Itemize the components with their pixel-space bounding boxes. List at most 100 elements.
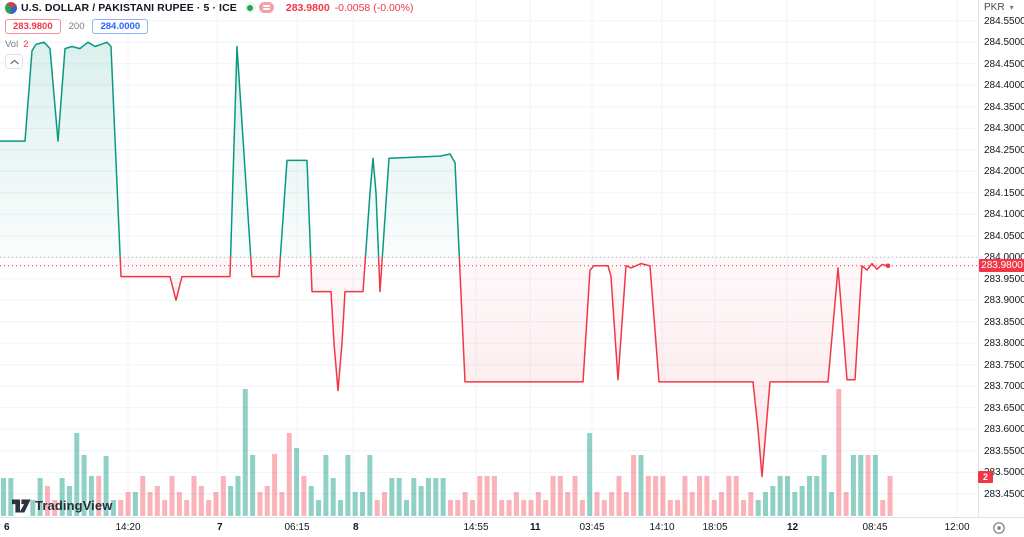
volume-bar bbox=[308, 486, 314, 516]
volume-bar bbox=[345, 455, 351, 516]
tradingview-watermark[interactable]: TradingView bbox=[12, 498, 112, 513]
volume-bar bbox=[132, 492, 138, 516]
price-tick-label: 283.9000 bbox=[984, 295, 1024, 307]
volume-bar bbox=[667, 500, 673, 516]
last-price-axis-label: 283.9800 bbox=[979, 259, 1024, 273]
price-tick-label: 284.4000 bbox=[984, 80, 1024, 92]
volume-bar bbox=[623, 492, 629, 516]
legend-collapse-button[interactable] bbox=[5, 54, 23, 69]
volume-bar bbox=[609, 492, 615, 516]
volume-bar bbox=[279, 492, 285, 516]
time-tick-label: 11 bbox=[530, 522, 541, 533]
volume-bar bbox=[594, 492, 600, 516]
volume-bar bbox=[440, 478, 446, 516]
volume-bar bbox=[433, 478, 439, 516]
time-tick-label: 8 bbox=[353, 522, 359, 533]
price-tick-label: 284.5500 bbox=[984, 15, 1024, 27]
price-tick-label: 284.4500 bbox=[984, 58, 1024, 70]
volume-bar bbox=[338, 500, 344, 516]
currency-selector[interactable]: PKR ▾ bbox=[984, 2, 1014, 13]
volume-bar bbox=[484, 476, 490, 516]
volume-bar bbox=[257, 492, 263, 516]
legend-change-pct: (-0.00%) bbox=[373, 1, 414, 14]
volume-bar bbox=[858, 455, 864, 516]
volume-indicator-label[interactable]: Vol bbox=[5, 38, 19, 50]
volume-bar bbox=[763, 492, 769, 516]
volume-bar bbox=[59, 478, 65, 516]
volume-bar bbox=[403, 500, 409, 516]
volume-bar bbox=[250, 455, 256, 516]
price-tick-label: 283.9500 bbox=[984, 273, 1024, 285]
volume-bar bbox=[96, 476, 102, 516]
volume-bar bbox=[572, 476, 578, 516]
delayed-data-icon[interactable] bbox=[258, 2, 274, 13]
volume-bar bbox=[206, 500, 212, 516]
volume-bar bbox=[360, 492, 366, 516]
volume-bar bbox=[330, 478, 336, 516]
volume-bar bbox=[528, 500, 534, 516]
volume-bar bbox=[176, 492, 182, 516]
time-tick-label: 12 bbox=[787, 522, 799, 533]
time-tick-label: 06:15 bbox=[284, 522, 310, 533]
volume-bar bbox=[191, 476, 197, 516]
price-axis[interactable]: PKR ▾ 284.5500 284.5000 284.4500 284.4000 28… bbox=[978, 0, 1024, 517]
baseline-value-box: 284.0000 bbox=[92, 18, 149, 34]
volume-bar bbox=[140, 476, 146, 516]
last-price-marker bbox=[885, 263, 891, 269]
volume-indicator-value: 2 bbox=[23, 38, 29, 50]
price-tick-label: 283.6000 bbox=[984, 424, 1024, 436]
volume-bar bbox=[755, 500, 761, 516]
price-tick-label: 283.6500 bbox=[984, 402, 1024, 414]
volume-bar bbox=[499, 500, 505, 516]
volume-bar bbox=[169, 476, 175, 516]
volume-bar bbox=[704, 476, 710, 516]
volume-bar bbox=[162, 500, 168, 516]
price-tick-label: 283.4500 bbox=[984, 488, 1024, 500]
volume-bar bbox=[30, 500, 36, 516]
volume-bar bbox=[125, 492, 131, 516]
volume-bar bbox=[367, 455, 373, 516]
volume-bar bbox=[462, 492, 468, 516]
time-axis[interactable]: 6 14:20 7 06:15 8 14:55 11 03:45 14:10 18:05 12 08:… bbox=[0, 517, 1024, 537]
volume-bar bbox=[682, 476, 688, 516]
volume-bar bbox=[653, 476, 659, 516]
volume-bar bbox=[645, 476, 651, 516]
volume-bar bbox=[264, 486, 270, 516]
volume-bar bbox=[491, 476, 497, 516]
time-tick-label: 6 bbox=[4, 522, 10, 533]
price-tick-label: 284.1500 bbox=[984, 187, 1024, 199]
volume-bar bbox=[455, 500, 461, 516]
price-tick-label: 283.7500 bbox=[984, 359, 1024, 371]
volume-bar bbox=[872, 455, 878, 516]
volume-bar bbox=[8, 478, 14, 516]
chevron-up-icon bbox=[9, 59, 19, 64]
volume-bar bbox=[506, 500, 512, 516]
volume-bar bbox=[469, 500, 475, 516]
symbol-title[interactable]: U.S. DOLLAR / PAKISTANI RUPEE · 5 · ICE bbox=[21, 1, 237, 14]
ma-length-label: 200 bbox=[68, 20, 85, 32]
volume-bar bbox=[411, 478, 417, 516]
volume-bar bbox=[675, 500, 681, 516]
price-tick-label: 284.0500 bbox=[984, 230, 1024, 242]
volume-bar bbox=[301, 476, 307, 516]
currency-label: PKR bbox=[984, 2, 1005, 13]
volume-bar bbox=[242, 389, 248, 516]
volume-bar bbox=[777, 476, 783, 516]
market-status-dot-icon[interactable] bbox=[244, 2, 256, 13]
price-line-value-box: 283.9800 bbox=[5, 18, 61, 34]
volume-bar bbox=[198, 486, 204, 516]
volume-bar bbox=[521, 500, 527, 516]
volume-bar bbox=[843, 492, 849, 516]
volume-bar bbox=[352, 492, 358, 516]
volume-bars bbox=[1, 389, 893, 516]
volume-bar bbox=[887, 476, 893, 516]
volume-bar bbox=[316, 500, 322, 516]
price-tick-label: 284.3500 bbox=[984, 101, 1024, 113]
chevron-down-icon: ▾ bbox=[1009, 3, 1014, 12]
volume-bar bbox=[719, 492, 725, 516]
volume-bar bbox=[726, 476, 732, 516]
volume-bar bbox=[535, 492, 541, 516]
go-to-realtime-icon[interactable] bbox=[992, 521, 1006, 535]
